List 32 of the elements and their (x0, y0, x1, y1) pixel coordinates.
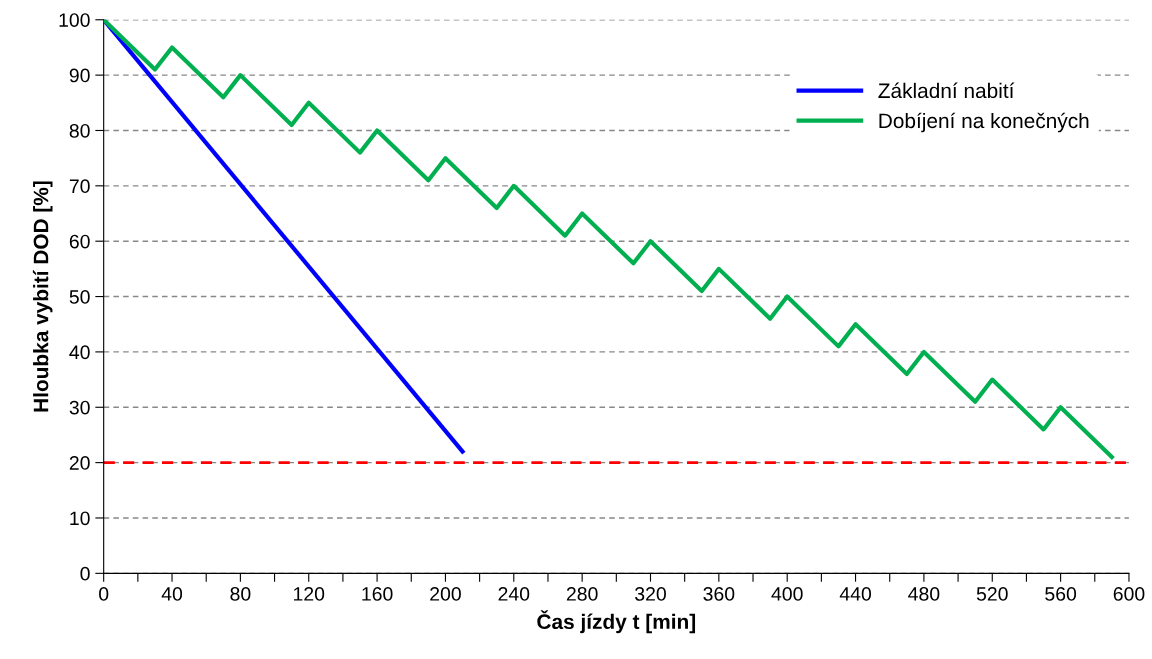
x-tick-label: 0 (99, 587, 109, 601)
x-tick-label: 320 (635, 587, 666, 601)
y-tick-label: 10 (70, 511, 90, 526)
x-tick-label: 40 (161, 587, 183, 601)
x-tick-label: 200 (430, 587, 461, 601)
x-tick-label: 600 (1113, 587, 1145, 601)
line-series (103, 19, 1114, 460)
legend-label: Dobíjení na konečných (879, 112, 1089, 133)
y-tick-label: 70 (69, 179, 90, 194)
y-tick-label: 50 (69, 290, 90, 304)
x-tick-label: 520 (976, 587, 1008, 601)
x-tick-label: 560 (1045, 587, 1077, 601)
x-tick-label: 400 (771, 587, 803, 601)
x-tick-label: 360 (703, 587, 735, 601)
x-tick-label: 80 (230, 587, 251, 601)
x-tick-label: 120 (294, 587, 325, 601)
x-tick-label: 480 (908, 587, 940, 601)
y-tick-label: 40 (69, 345, 90, 360)
y-axis-title: Hloubka vybití DOD [%] (32, 181, 53, 412)
y-tick-label: 60 (69, 234, 90, 249)
y-tick-label: 100 (59, 13, 90, 28)
x-axis-title: Čas jízdy t [min] (537, 610, 696, 634)
x-tick-label: 440 (839, 587, 872, 601)
x-tick-label: 240 (498, 587, 530, 601)
y-tick-label: 30 (69, 400, 90, 415)
x-tick-label: 280 (566, 587, 598, 601)
y-tick-label: 20 (69, 456, 90, 470)
y-tick-label: 0 (80, 566, 90, 581)
y-tick-label: 80 (69, 123, 90, 138)
x-tick-label: 160 (362, 587, 393, 601)
legend-label: Základní nabití (878, 82, 1015, 99)
y-tick-label: 90 (69, 68, 90, 83)
